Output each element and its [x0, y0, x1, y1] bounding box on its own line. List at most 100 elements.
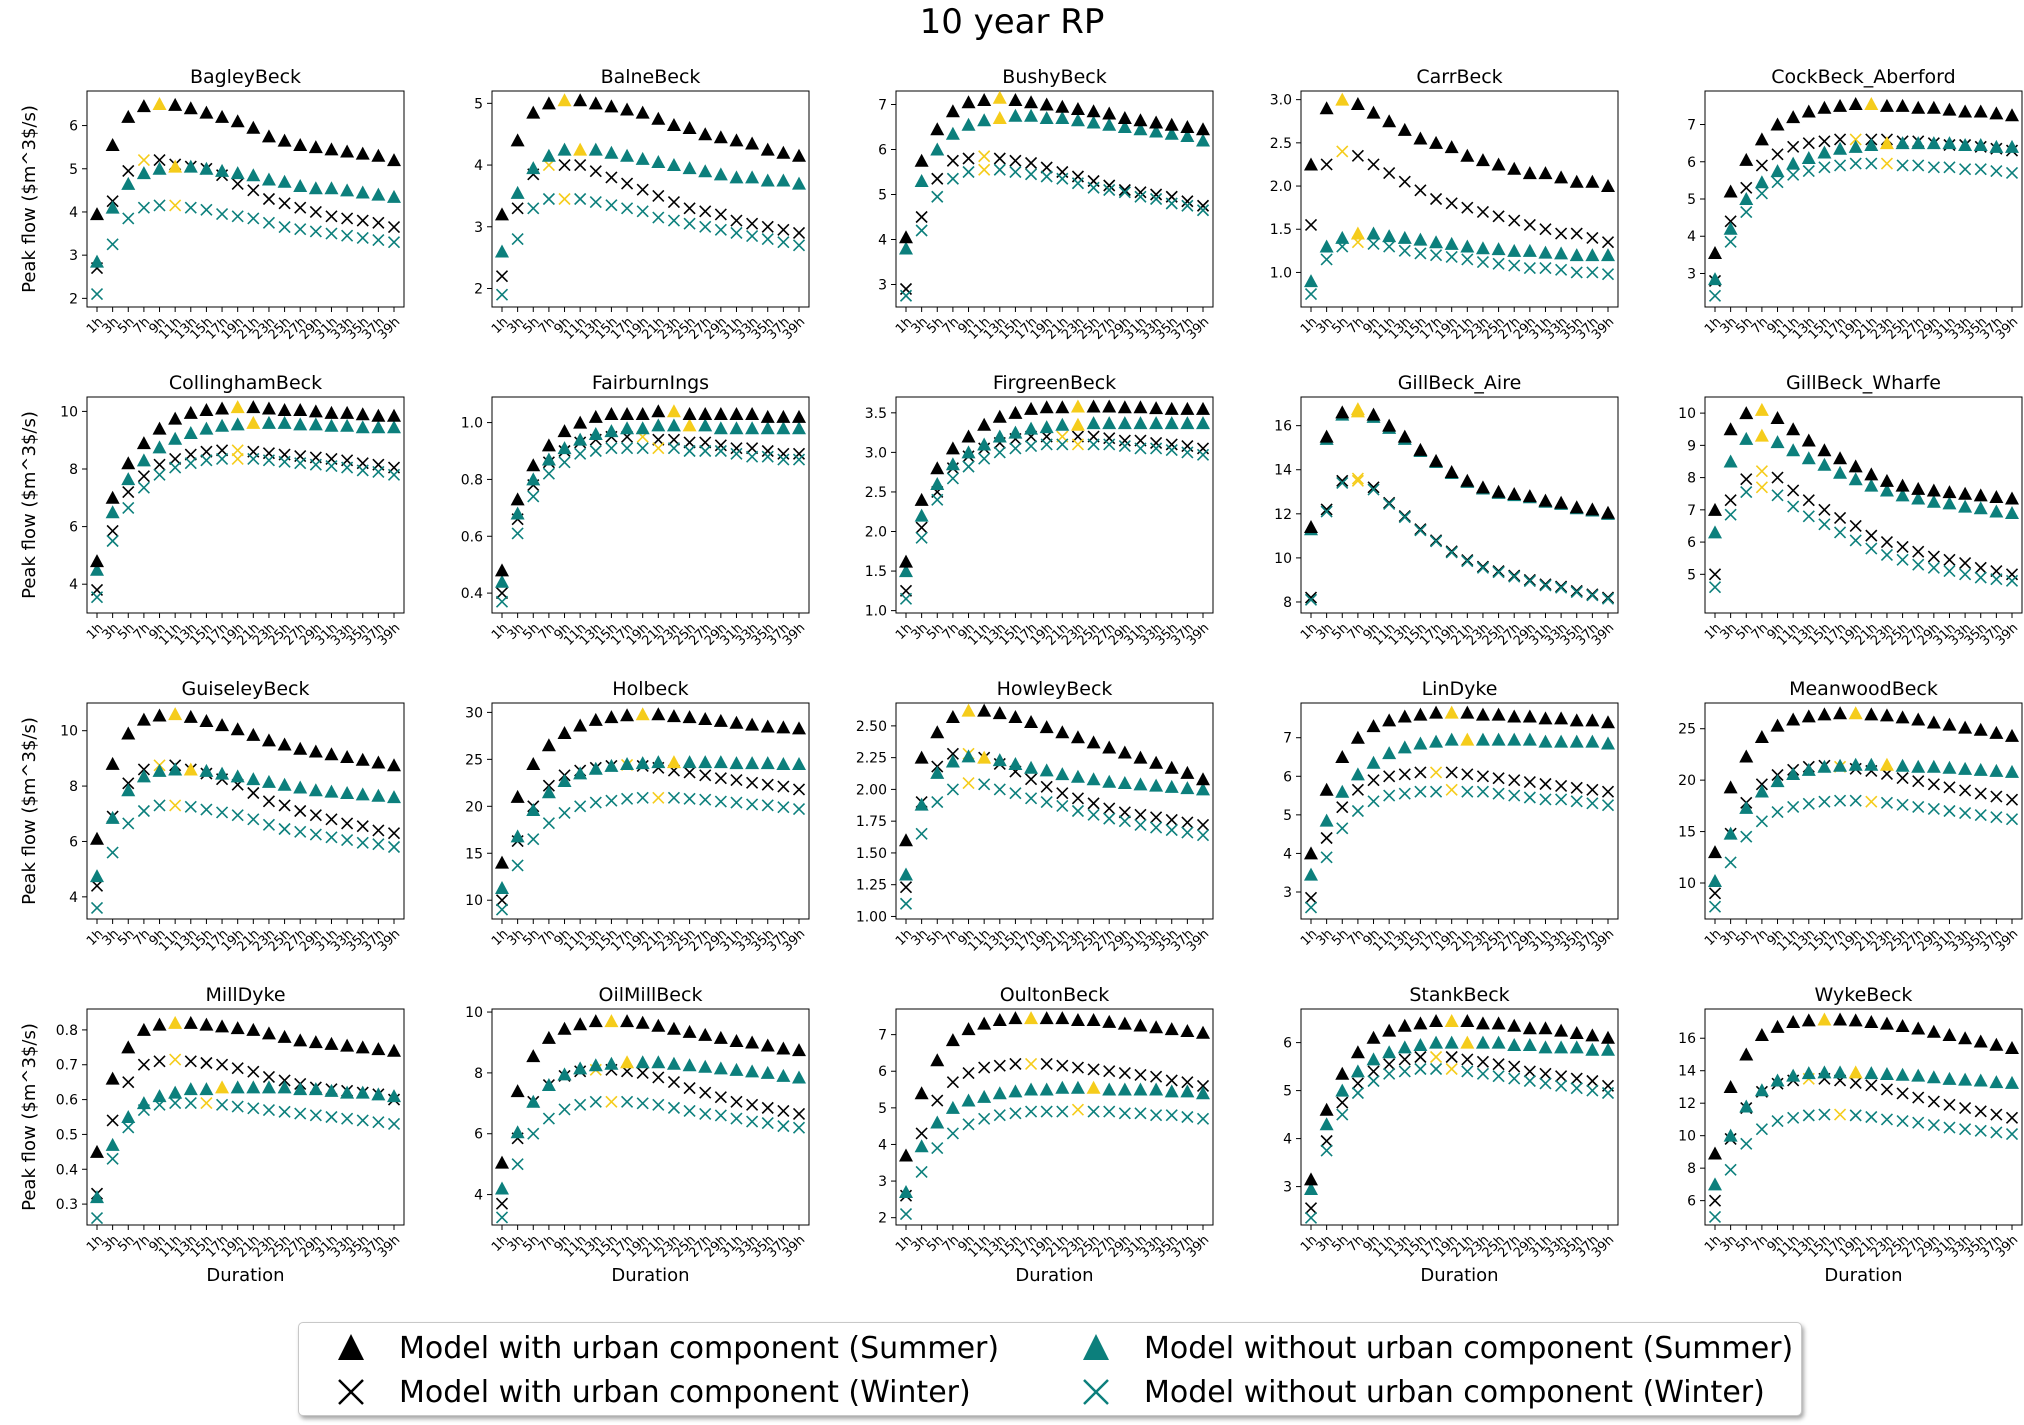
cross-point	[962, 776, 975, 790]
triangle-point	[682, 161, 697, 175]
triangle-point	[1538, 1021, 1553, 1035]
cross-point	[1414, 184, 1427, 197]
cross-point	[1865, 542, 1878, 555]
cross-point	[777, 1120, 790, 1133]
triangle-point	[1491, 157, 1506, 171]
triangle-point	[1723, 422, 1738, 436]
x-axis-label: Duration	[1015, 1265, 1093, 1286]
y-tick-label: 1.50	[856, 846, 887, 862]
triangle-point	[1522, 1021, 1537, 1035]
y-tick-label: 2.5	[865, 485, 887, 501]
y-tick-label: 6	[69, 834, 78, 850]
cross-point	[1787, 1111, 1800, 1124]
triangle-point	[899, 564, 913, 578]
cross-point	[1367, 483, 1380, 496]
triangle-point	[1304, 1172, 1318, 1186]
cross-point	[1118, 183, 1131, 197]
subplot-title: StankBeck	[1409, 984, 1509, 1006]
cross-point	[1071, 1061, 1085, 1074]
cross-point	[1024, 168, 1038, 181]
triangle-point	[215, 401, 230, 415]
x-axis-label: Duration	[611, 1265, 689, 1286]
triangle-point	[2005, 139, 2019, 153]
triangle-point	[355, 1040, 370, 1054]
triangle-point	[666, 1056, 681, 1070]
y-tick-label: 16	[1678, 1031, 1696, 1047]
triangle-point	[776, 1041, 791, 1055]
triangle-point	[324, 405, 339, 419]
triangle-point	[651, 404, 666, 418]
triangle-point	[604, 99, 619, 113]
plot-frame	[491, 1008, 810, 1226]
triangle-point	[945, 126, 960, 140]
cross-point	[699, 769, 712, 782]
y-tick-label: 6	[1283, 1036, 1292, 1052]
triangle-point	[977, 417, 992, 431]
triangle-point	[1149, 755, 1164, 769]
plot-frame	[491, 702, 810, 920]
cross-point	[1071, 1103, 1085, 1116]
cross-point	[1771, 471, 1784, 484]
y-tick-label: 2.00	[856, 782, 887, 798]
cross-point	[558, 1103, 571, 1116]
triangle-point	[792, 757, 806, 771]
triangle-point	[387, 420, 401, 434]
subplot-title: LinDyke	[1422, 678, 1498, 700]
cross-point	[652, 189, 665, 202]
cross-point	[1523, 574, 1536, 588]
triangle-point	[1507, 732, 1522, 746]
cross-point	[200, 203, 213, 216]
triangle-point	[1989, 1075, 2004, 1089]
triangle-point	[1723, 454, 1738, 468]
cross-point	[746, 1098, 759, 1111]
cross-point	[589, 165, 602, 178]
triangle-point	[340, 405, 355, 419]
cross-point	[231, 444, 244, 457]
cross-point	[90, 591, 104, 604]
triangle-point	[136, 1096, 151, 1110]
triangle-point	[604, 758, 619, 772]
triangle-point	[713, 1030, 728, 1044]
cross-point	[1849, 1076, 1862, 1089]
triangle-point	[1989, 489, 2004, 503]
cross-point	[683, 444, 696, 458]
triangle-point	[729, 715, 744, 729]
triangle-point	[1024, 95, 1039, 109]
triangle-point	[1942, 717, 1957, 731]
cross-point	[1818, 518, 1831, 531]
cross-point	[652, 791, 665, 804]
cross-point	[122, 501, 135, 514]
cross-point	[652, 442, 665, 455]
triangle-point	[371, 187, 386, 201]
plot-frame	[1300, 396, 1619, 614]
triangle-point	[1475, 707, 1490, 721]
cross-point	[1555, 1070, 1568, 1083]
figure-title: 10 year RP	[919, 2, 1105, 42]
cross-point	[1118, 1067, 1131, 1080]
cross-point	[1755, 159, 1768, 172]
triangle-point	[183, 159, 198, 173]
cross-point	[1492, 1058, 1505, 1071]
triangle-point	[1585, 502, 1600, 516]
triangle-point	[136, 712, 151, 726]
triangle-point	[651, 755, 666, 769]
cross-point	[620, 202, 634, 215]
cross-point	[1601, 1086, 1615, 1100]
triangle-point	[1942, 1027, 1957, 1041]
cross-point	[153, 468, 166, 481]
cross-point	[1383, 167, 1396, 180]
cross-point	[1601, 785, 1615, 798]
triangle-point	[1601, 715, 1615, 729]
cross-point	[1508, 1072, 1521, 1085]
cross-point	[106, 1152, 119, 1165]
cross-point	[931, 796, 944, 809]
cross-point	[325, 460, 338, 473]
triangle-point	[1864, 757, 1879, 771]
y-tick-label: 12	[1274, 507, 1292, 523]
cross-point	[636, 442, 649, 455]
plot-frame	[1300, 90, 1619, 308]
y-tick-label: 0.4	[461, 586, 483, 602]
triangle-point	[792, 721, 806, 735]
triangle-point	[1708, 525, 1722, 539]
triangle-point	[1817, 759, 1832, 773]
